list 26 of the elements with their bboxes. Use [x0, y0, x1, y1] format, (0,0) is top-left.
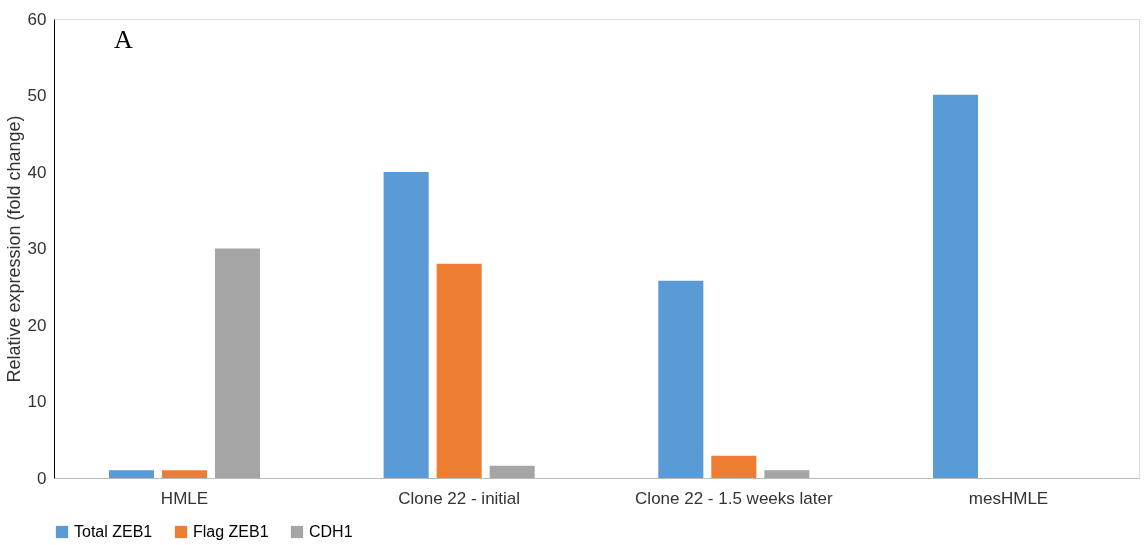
x-tick-label: mesHMLE [968, 488, 1049, 508]
bar [932, 94, 979, 478]
annotation: A [114, 25, 133, 54]
legend-label: CDH1 [309, 523, 353, 540]
x-tick-label: HMLE [160, 488, 209, 508]
y-tick-label: 10 [27, 392, 47, 411]
bar [161, 470, 207, 478]
bar [108, 470, 154, 478]
x-tick-label: Clone 22 - 1.5 weeks later [635, 488, 833, 508]
y-tick-label: 20 [27, 315, 47, 335]
bar [711, 455, 757, 478]
x-tick-label: Clone 22 - initial [398, 488, 521, 508]
y-tick-label: 30 [27, 239, 47, 258]
bar [214, 248, 261, 478]
bar [436, 263, 482, 478]
y-tick-label: 40 [27, 162, 47, 182]
y-tick-label: 50 [27, 86, 47, 105]
y-tick-label: 60 [27, 9, 47, 29]
bar [383, 172, 429, 478]
bar [489, 465, 535, 478]
bar [658, 280, 704, 478]
y-tick-label: 0 [37, 468, 47, 488]
y-axis-title: Relative expression (fold change) [3, 115, 24, 383]
bar [764, 470, 810, 478]
legend-label: Flag ZEB1 [193, 523, 269, 540]
legend-label: Total ZEB1 [74, 523, 153, 540]
